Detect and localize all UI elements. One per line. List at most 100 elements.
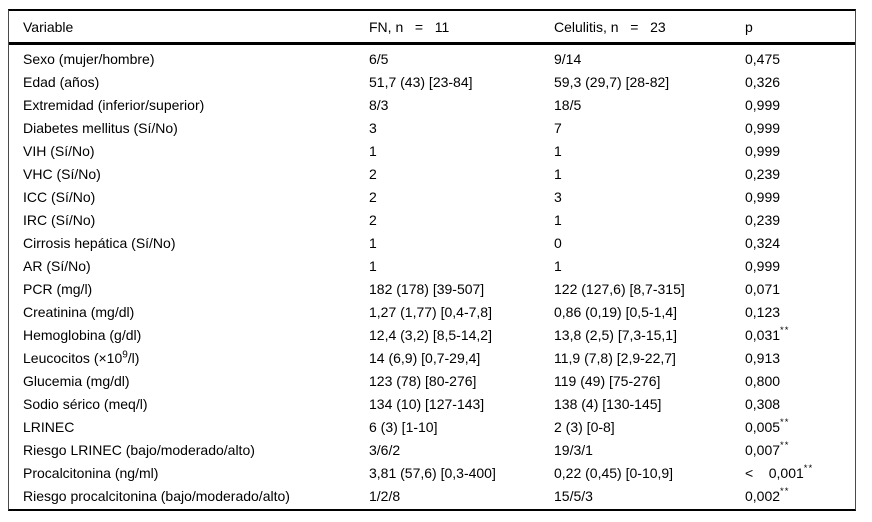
column-header-p: p	[745, 11, 855, 45]
table-row: Edad (años) 51,7 (43) [23-84] 59,3 (29,7) …	[9, 70, 855, 93]
table-row: PCR (mg/l) 182 (178) [39-507] 122 (127,6) …	[9, 277, 855, 300]
column-header-celulitis: Celulitis, n = 23	[554, 11, 745, 45]
table-row: Leucocitos (×109/l) 14 (6,9) [0,7-29,4] 11…	[9, 346, 855, 369]
cell-celulitis-value: 15/5/3	[554, 487, 593, 504]
cell-fn-value: 2	[369, 165, 377, 182]
cell-celulitis-value: 0	[554, 234, 562, 251]
cell-p-value: 0,999	[745, 188, 781, 205]
cell-celulitis-value: 18/5	[554, 96, 582, 113]
significance-marker: **	[780, 416, 790, 428]
cell-fn-value: 6/5	[369, 50, 389, 67]
cell-p-value: 0,005**	[745, 416, 790, 435]
cell-variable: Edad (años)	[23, 73, 100, 90]
cell-fn-value: 51,7 (43) [23-84]	[369, 73, 473, 90]
table-row: VIH (Sí/No) 1 1 0,999	[9, 139, 855, 162]
cell-variable: Diabetes mellitus (Sí/No)	[23, 119, 178, 136]
table-row: Cirrosis hepática (Sí/No) 1 0 0,324	[9, 231, 855, 254]
cell-p-value: 0,308	[745, 395, 781, 412]
significance-marker: **	[780, 439, 790, 451]
table-row: Procalcitonina (ng/ml) 3,81 (57,6) [0,3-4…	[9, 461, 855, 484]
table-row: LRINEC 6 (3) [1-10] 2 (3) [0-8] 0,005**	[9, 415, 855, 438]
cell-celulitis-value: 1	[554, 142, 562, 159]
cell-p-value: 0,007**	[745, 439, 790, 458]
cell-celulitis-value: 0,86 (0,19) [0,5-1,4]	[554, 303, 677, 320]
cell-fn-value: 1	[369, 234, 377, 251]
cell-fn-value: 123 (78) [80-276]	[369, 372, 477, 389]
table-row: AR (Sí/No) 1 1 0,999	[9, 254, 855, 277]
table-row: Sexo (mujer/hombre) 6/5 9/14 0,475	[9, 44, 855, 71]
table-body: Sexo (mujer/hombre) 6/5 9/14 0,475 Edad (año…	[9, 44, 855, 510]
cell-celulitis-value: 0,22 (0,45) [0-10,9]	[554, 464, 674, 481]
table-row: ICC (Sí/No) 2 3 0,999	[9, 185, 855, 208]
table-header: Variable FN, n = 11 Celulitis, n = 23 p	[9, 11, 855, 45]
cell-variable: AR (Sí/No)	[23, 257, 91, 274]
table-row: Riesgo LRINEC (bajo/moderado/alto) 3/6/2 1…	[9, 438, 855, 461]
cell-p-value: < 0,001**	[745, 462, 814, 481]
comparison-table: Variable FN, n = 11 Celulitis, n = 23 p …	[9, 11, 855, 509]
cell-fn-value: 1/2/8	[369, 487, 401, 504]
cell-fn-value: 1	[369, 142, 377, 159]
cell-p-value: 0,475	[745, 50, 781, 67]
cell-celulitis-value: 1	[554, 165, 562, 182]
column-header-variable: Variable	[9, 11, 369, 45]
cell-variable: Cirrosis hepática (Sí/No)	[23, 234, 176, 251]
cell-p-value: 0,071	[745, 280, 781, 297]
cell-fn-value: 3/6/2	[369, 441, 401, 458]
table-header-row: Variable FN, n = 11 Celulitis, n = 23 p	[9, 11, 855, 45]
table-row: IRC (Sí/No) 2 1 0,239	[9, 208, 855, 231]
cell-fn-value: 1	[369, 257, 377, 274]
column-header-fn: FN, n = 11	[369, 11, 554, 45]
cell-fn-value: 6 (3) [1-10]	[369, 418, 438, 435]
cell-p-value: 0,800	[745, 372, 781, 389]
cell-p-value: 0,999	[745, 257, 781, 274]
cell-p-value: 0,123	[745, 303, 781, 320]
cell-p-value: 0,324	[745, 234, 781, 251]
cell-variable: Sodio sérico (meq/l)	[23, 395, 148, 412]
variable-superscript: 9	[122, 348, 128, 360]
cell-variable: Creatinina (mg/dl)	[23, 303, 135, 320]
significance-marker: **	[803, 462, 814, 474]
cell-variable: Glucemia (mg/dl)	[23, 372, 130, 389]
cell-fn-value: 2	[369, 211, 377, 228]
cell-p-value: 0,031**	[745, 324, 790, 343]
cell-p-value: 0,326	[745, 73, 781, 90]
table-row: Creatinina (mg/dl) 1,27 (1,77) [0,4-7,8] 0…	[9, 300, 855, 323]
cell-celulitis-value: 1	[554, 211, 562, 228]
cell-celulitis-value: 59,3 (29,7) [28-82]	[554, 73, 670, 90]
cell-fn-value: 3	[369, 119, 377, 136]
table-row: Hemoglobina (g/dl) 12,4 (3,2) [8,5-14,2] 1…	[9, 323, 855, 346]
cell-variable: IRC (Sí/No)	[23, 211, 96, 228]
cell-p-value: 0,913	[745, 349, 781, 366]
cell-variable: Extremidad (inferior/superior)	[23, 96, 205, 113]
cell-variable: VHC (Sí/No)	[23, 165, 101, 182]
cell-variable: Riesgo procalcitonina (bajo/moderado/alt…	[23, 487, 290, 504]
cell-celulitis-value: 9/14	[554, 50, 582, 67]
cell-fn-value: 2	[369, 188, 377, 205]
cell-variable: Hemoglobina (g/dl)	[23, 326, 142, 343]
cell-variable: Leucocitos (×109/l)	[23, 348, 140, 366]
table-row: Glucemia (mg/dl) 123 (78) [80-276] 119 (49…	[9, 369, 855, 392]
table-row: Extremidad (inferior/superior) 8/3 18/5 0,9…	[9, 93, 855, 116]
cell-fn-value: 3,81 (57,6) [0,3-400]	[369, 464, 496, 481]
cell-fn-value: 8/3	[369, 96, 389, 113]
table-row: VHC (Sí/No) 2 1 0,239	[9, 162, 855, 185]
cell-p-value: 0,239	[745, 211, 781, 228]
cell-variable: Procalcitonina (ng/ml)	[23, 464, 159, 481]
cell-variable: ICC (Sí/No)	[23, 188, 96, 205]
table-row: Diabetes mellitus (Sí/No) 3 7 0,999	[9, 116, 855, 139]
comparison-table-frame: Variable FN, n = 11 Celulitis, n = 23 p …	[8, 9, 856, 511]
cell-p-value: 0,002**	[745, 485, 790, 504]
cell-celulitis-value: 11,9 (7,8) [2,9-22,7]	[554, 349, 676, 366]
cell-variable: LRINEC	[23, 418, 75, 435]
significance-marker: **	[780, 324, 790, 336]
cell-p-value: 0,239	[745, 165, 781, 182]
cell-celulitis-value: 122 (127,6) [8,7-315]	[554, 280, 685, 297]
cell-p-value: 0,999	[745, 96, 781, 113]
cell-celulitis-value: 3	[554, 188, 562, 205]
cell-celulitis-value: 7	[554, 119, 562, 136]
table-row: Riesgo procalcitonina (bajo/moderado/alt…	[9, 484, 855, 509]
cell-variable: VIH (Sí/No)	[23, 142, 95, 159]
cell-fn-value: 134 (10) [127-143]	[369, 395, 485, 412]
cell-p-value: 0,999	[745, 119, 781, 136]
